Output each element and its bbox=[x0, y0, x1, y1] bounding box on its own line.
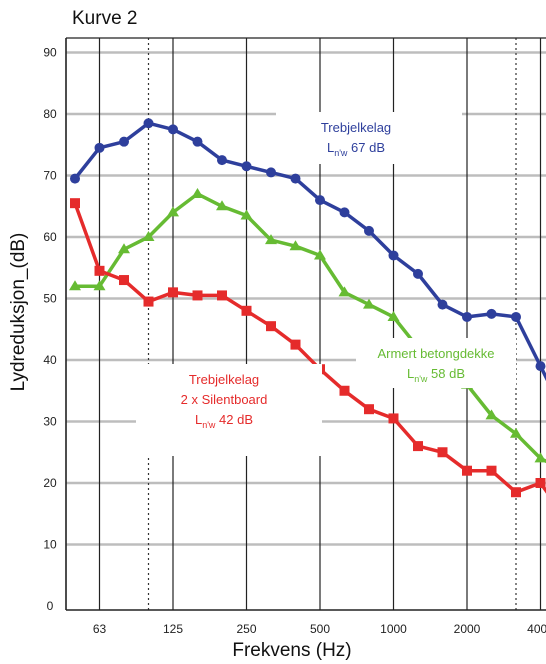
data-point-circle bbox=[388, 250, 399, 261]
data-point-triangle bbox=[240, 209, 253, 220]
y-tick-label: 50 bbox=[43, 292, 57, 306]
annotation-level: Ln'w 58 dB bbox=[407, 366, 465, 384]
data-point-circle bbox=[535, 361, 546, 372]
data-point-triangle bbox=[485, 409, 498, 420]
data-point-circle bbox=[364, 225, 374, 236]
y-tick-label: 10 bbox=[43, 538, 57, 552]
data-point-square bbox=[290, 339, 301, 350]
data-point-circle bbox=[486, 308, 497, 319]
y-tick-label: 30 bbox=[43, 415, 57, 429]
data-point-circle bbox=[413, 268, 423, 279]
y-tick-label: 0 bbox=[47, 599, 54, 613]
data-point-square bbox=[241, 305, 252, 316]
data-point-square bbox=[119, 275, 129, 286]
annotation-background bbox=[356, 338, 516, 388]
annotation-level: Ln'w 67 dB bbox=[327, 140, 385, 158]
data-point-square bbox=[535, 478, 546, 488]
data-point-square bbox=[192, 290, 203, 301]
data-series bbox=[69, 118, 546, 498]
data-point-square bbox=[94, 265, 105, 276]
data-point-triangle bbox=[167, 206, 179, 217]
data-point-triangle bbox=[191, 187, 204, 198]
data-point-circle bbox=[241, 161, 252, 172]
x-tick-label: 2000 bbox=[454, 622, 481, 636]
data-point-square bbox=[388, 413, 399, 424]
x-tick-label: 250 bbox=[236, 622, 256, 636]
data-point-square bbox=[364, 404, 374, 415]
data-point-triangle bbox=[338, 286, 351, 297]
data-point-circle bbox=[94, 142, 105, 153]
data-point-square bbox=[462, 465, 472, 476]
data-point-circle bbox=[70, 173, 80, 184]
data-point-circle bbox=[462, 311, 472, 322]
data-point-square bbox=[339, 385, 350, 396]
y-tick-label: 20 bbox=[43, 476, 57, 490]
data-point-triangle bbox=[534, 452, 546, 463]
data-point-triangle bbox=[142, 231, 155, 241]
data-point-square bbox=[70, 198, 80, 209]
data-point-square bbox=[143, 296, 154, 307]
y-axis-title: Lydreduksjon_(dB) bbox=[8, 233, 29, 392]
x-tick-label: 1000 bbox=[380, 622, 407, 636]
data-point-square bbox=[266, 321, 276, 332]
annotation-line: Trebjelkelag bbox=[321, 120, 391, 135]
data-point-square bbox=[437, 447, 448, 458]
data-point-circle bbox=[266, 167, 276, 178]
data-point-triangle bbox=[510, 427, 522, 438]
x-tick-label: 63 bbox=[93, 622, 107, 636]
x-axis-title: Frekvens (Hz) bbox=[232, 640, 351, 661]
x-tick-label: 125 bbox=[163, 622, 183, 636]
annotation-background bbox=[276, 112, 462, 164]
data-point-circle bbox=[217, 155, 227, 166]
y-tick-label: 70 bbox=[43, 169, 57, 183]
data-point-circle bbox=[119, 136, 129, 147]
data-point-triangle bbox=[289, 240, 302, 251]
annotation-line: 2 x Silentboard bbox=[181, 392, 268, 407]
annotations: Trebjelkelag Ln'w 67 dB Armert betongdekke… bbox=[136, 112, 516, 456]
data-point-triangle bbox=[93, 280, 106, 291]
data-point-square bbox=[413, 441, 423, 452]
data-point-circle bbox=[192, 136, 203, 147]
data-point-square bbox=[486, 465, 497, 476]
y-tick-label: 90 bbox=[43, 46, 57, 60]
x-tick-label: 4000 bbox=[527, 622, 546, 636]
data-point-square bbox=[217, 290, 227, 301]
data-point-circle bbox=[315, 195, 325, 206]
annotation-background bbox=[136, 364, 322, 456]
data-point-triangle bbox=[118, 243, 130, 254]
chart-title: Kurve 2 bbox=[72, 8, 138, 29]
data-point-square bbox=[511, 487, 521, 498]
data-point-square bbox=[168, 287, 178, 298]
y-tick-label: 60 bbox=[43, 230, 57, 244]
data-point-circle bbox=[511, 311, 521, 322]
y-tick-label: 40 bbox=[43, 353, 57, 367]
data-point-circle bbox=[339, 207, 350, 218]
data-point-circle bbox=[437, 299, 448, 310]
annotation-line: Armert betongdekke bbox=[377, 346, 494, 361]
annotation-level: Ln'w 42 dB bbox=[195, 412, 253, 430]
data-point-triangle bbox=[69, 280, 81, 291]
x-tick-label: 500 bbox=[310, 622, 330, 636]
tick-labels: 0 10 20 30 40 50 60 70 80 90 63 125 250 500 1000 2000 40… bbox=[43, 46, 546, 637]
y-tick-label: 80 bbox=[43, 107, 57, 121]
data-point-circle bbox=[168, 124, 178, 135]
data-point-circle bbox=[143, 118, 154, 129]
data-point-triangle bbox=[314, 249, 326, 260]
data-point-circle bbox=[290, 173, 301, 184]
data-point-triangle bbox=[387, 310, 400, 321]
data-point-triangle bbox=[216, 200, 228, 211]
data-point-triangle bbox=[363, 298, 375, 309]
data-point-triangle bbox=[265, 234, 277, 245]
annotation-line: Trebjelkelag bbox=[189, 372, 259, 387]
